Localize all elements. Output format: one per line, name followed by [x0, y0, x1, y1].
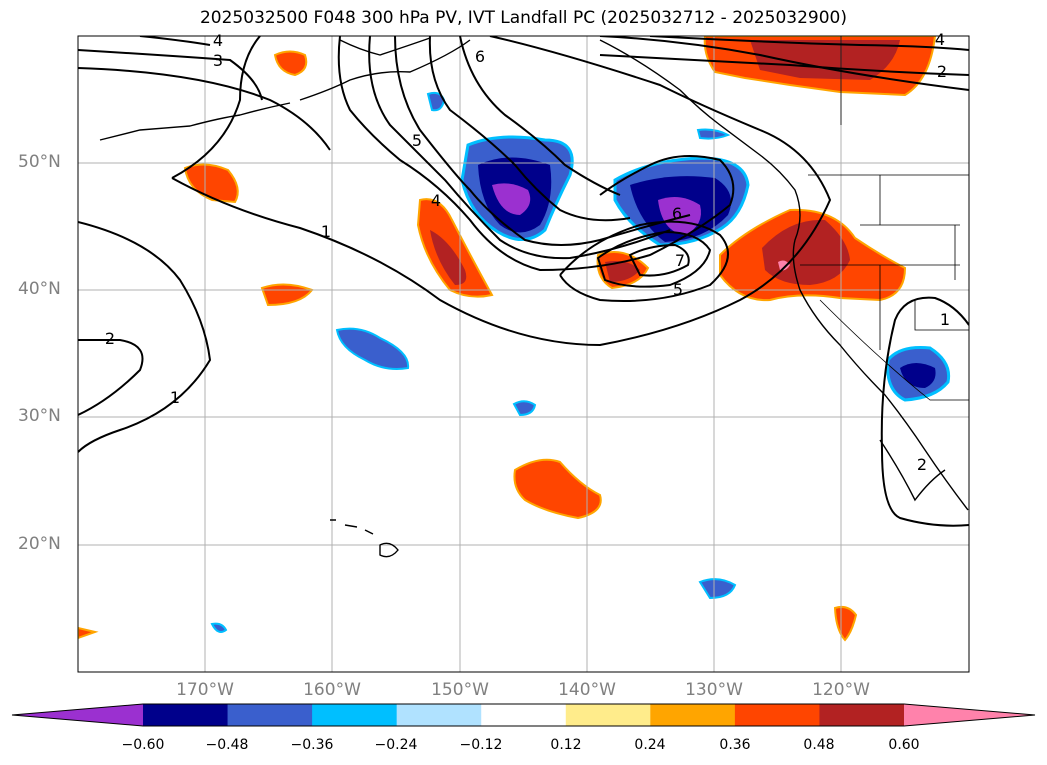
positive-anomaly-small-1: [273, 50, 308, 77]
colorbar-tick-label: −0.48: [205, 737, 249, 753]
contour-label: 3: [213, 51, 223, 70]
lat-label-30n: 30°N: [18, 406, 61, 426]
positive-anomaly-subtropical: [513, 458, 602, 520]
figure-title: 2025032500 F048 300 hPa PV, IVT Landfall…: [199, 8, 847, 28]
lat-label-50n: 50°N: [18, 152, 61, 172]
contour-label: 1: [170, 388, 180, 407]
colorbar-segment: [312, 704, 398, 726]
positive-anomaly-trough: [416, 198, 494, 298]
anomaly-shading: [78, 36, 951, 642]
negative-anomaly-west-peak: [492, 183, 531, 215]
negative-anomaly-small-4: [698, 578, 737, 600]
colorbar-segment: [565, 704, 651, 726]
coastlines: [99, 37, 969, 558]
contour-label: 2: [917, 455, 927, 474]
colorbar-segment: [819, 704, 905, 726]
negative-anomaly-small-6: [696, 128, 731, 140]
lon-label-140w: 140°W: [558, 680, 616, 700]
contour-label: 6: [475, 47, 485, 66]
colorbar-tick-label: 0.12: [550, 737, 582, 753]
colorbar-tick-label: 0.36: [719, 737, 751, 753]
contour-label: 5: [673, 280, 683, 299]
colorbar-tick-label: 0.48: [803, 737, 835, 753]
map-content: [78, 36, 969, 672]
pv-contours: [78, 36, 969, 527]
colorbar-tick-label: −0.36: [290, 737, 334, 753]
colorbar-tick-label: −0.24: [374, 737, 418, 753]
lon-label-170w: 170°W: [176, 680, 234, 700]
contour-label: 4: [431, 191, 441, 210]
negative-anomaly-small-1: [335, 327, 410, 370]
contour-label: 1: [321, 222, 331, 241]
lon-label-130w: 130°W: [685, 680, 743, 700]
positive-anomaly-small-south: [833, 605, 858, 642]
contour-label: 2: [937, 62, 947, 81]
colorbar: [11, 703, 1036, 727]
colorbar-segment: [734, 704, 820, 726]
positive-anomaly-edge: [78, 626, 99, 640]
contour-label: 4: [935, 30, 945, 49]
colorbar-tick-label: −0.60: [121, 737, 165, 753]
lon-label-150w: 150°W: [431, 680, 489, 700]
colorbar-segment: [481, 704, 567, 726]
negative-anomaly-southwest-us-core: [900, 363, 936, 388]
negative-anomaly-small-3: [512, 400, 537, 417]
lat-label-20n: 20°N: [18, 534, 61, 554]
colorbar-tick-label: −0.12: [459, 737, 503, 753]
lon-label-120w: 120°W: [812, 680, 870, 700]
colorbar-segment: [143, 704, 229, 726]
negative-anomaly-small-5: [210, 622, 228, 633]
positive-anomaly-small-2: [183, 163, 239, 204]
negative-anomaly-east-peak: [658, 196, 701, 235]
colorbar-segment: [396, 704, 482, 726]
positive-anomaly-trough-core: [430, 230, 467, 285]
gridlines: [78, 36, 969, 672]
state-borders: [800, 36, 969, 401]
map-frame: [77, 35, 970, 673]
contour-label: 7: [675, 251, 685, 270]
contour-label: 1: [940, 310, 950, 329]
colorbar-segment: [650, 704, 736, 726]
positive-anomaly-cutoff-core: [605, 261, 640, 282]
lon-label-160w: 160°W: [303, 680, 361, 700]
positive-anomaly-small-3: [260, 283, 314, 307]
contour-label: 6: [672, 204, 682, 223]
colorbar-tick-label: 0.60: [888, 737, 920, 753]
contour-label: 5: [412, 131, 422, 150]
positive-anomaly-coast-peak: [778, 260, 790, 271]
contour-label: 4: [213, 31, 223, 50]
colorbar-extend-max: [904, 704, 1035, 726]
colorbar-tick-label: 0.24: [634, 737, 666, 753]
colorbar-outline: [11, 703, 1036, 727]
contour-label: 2: [105, 329, 115, 348]
colorbar-extend-min: [12, 704, 143, 726]
lat-label-40n: 40°N: [18, 279, 61, 299]
colorbar-segment: [227, 704, 313, 726]
